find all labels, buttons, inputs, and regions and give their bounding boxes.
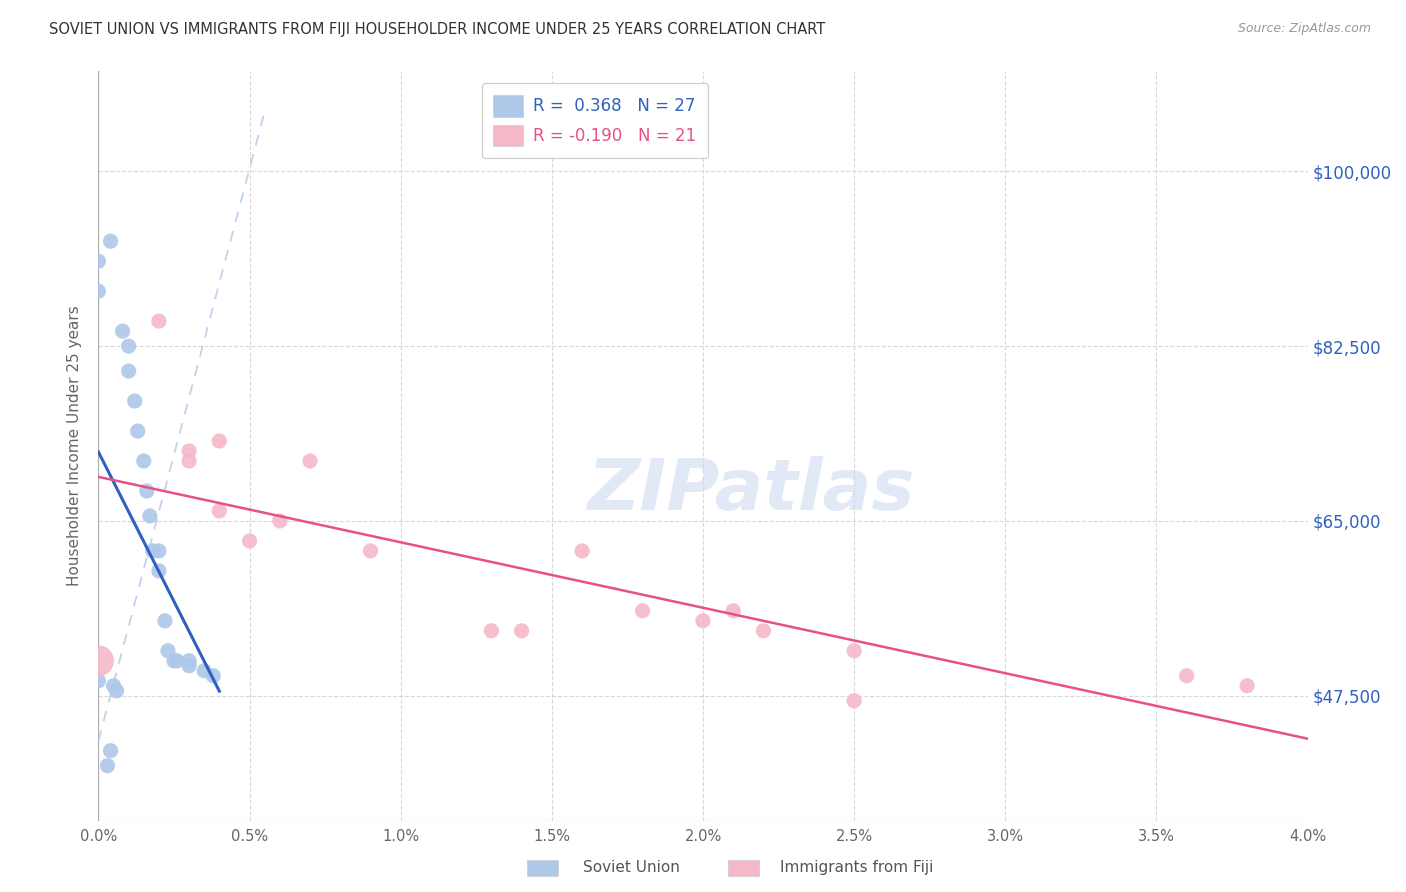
Point [179,654,201,668]
Point [269,514,291,528]
Text: SOVIET UNION VS IMMIGRANTS FROM FIJI HOUSEHOLDER INCOME UNDER 25 YEARS CORRELATI: SOVIET UNION VS IMMIGRANTS FROM FIJI HOU… [49,22,825,37]
Y-axis label: Householder Income Under 25 years: Householder Income Under 25 years [67,306,83,586]
Point [360,544,382,558]
Point [87,673,110,688]
Point [105,683,128,698]
Point [166,654,188,668]
Point [87,284,110,298]
Point [148,564,170,578]
Point [139,508,162,523]
Point [692,614,714,628]
Point [208,434,231,448]
Point [179,454,201,468]
Point [208,504,231,518]
Point [752,624,775,638]
Point [118,339,141,353]
Point [239,533,262,548]
Point [100,234,122,248]
Point [193,664,215,678]
Point [1175,669,1198,683]
Point [844,694,866,708]
Point [299,454,322,468]
Text: Immigrants from Fiji: Immigrants from Fiji [780,860,934,874]
Point [132,454,155,468]
Point [87,654,110,668]
Point [118,364,141,378]
Point [844,644,866,658]
Point [571,544,593,558]
Point [142,544,165,558]
Legend: R =  0.368   N = 27, R = -0.190   N = 21: R = 0.368 N = 27, R = -0.190 N = 21 [482,84,709,158]
Point [87,254,110,268]
Point [127,424,149,438]
Point [179,658,201,673]
Point [153,614,176,628]
Point [631,604,654,618]
Point [111,324,134,338]
Point [124,394,146,409]
Point [96,758,118,772]
Text: Source: ZipAtlas.com: Source: ZipAtlas.com [1237,22,1371,36]
Point [179,444,201,458]
Text: Soviet Union: Soviet Union [583,860,681,874]
Point [148,544,170,558]
Point [135,483,157,498]
Point [163,654,186,668]
Point [148,314,170,328]
Point [103,679,125,693]
Point [1236,679,1258,693]
Point [156,644,179,658]
Point [202,669,225,683]
Point [510,624,533,638]
Text: ZIPatlas: ZIPatlas [588,457,915,525]
Point [723,604,745,618]
Point [100,744,122,758]
Point [481,624,503,638]
